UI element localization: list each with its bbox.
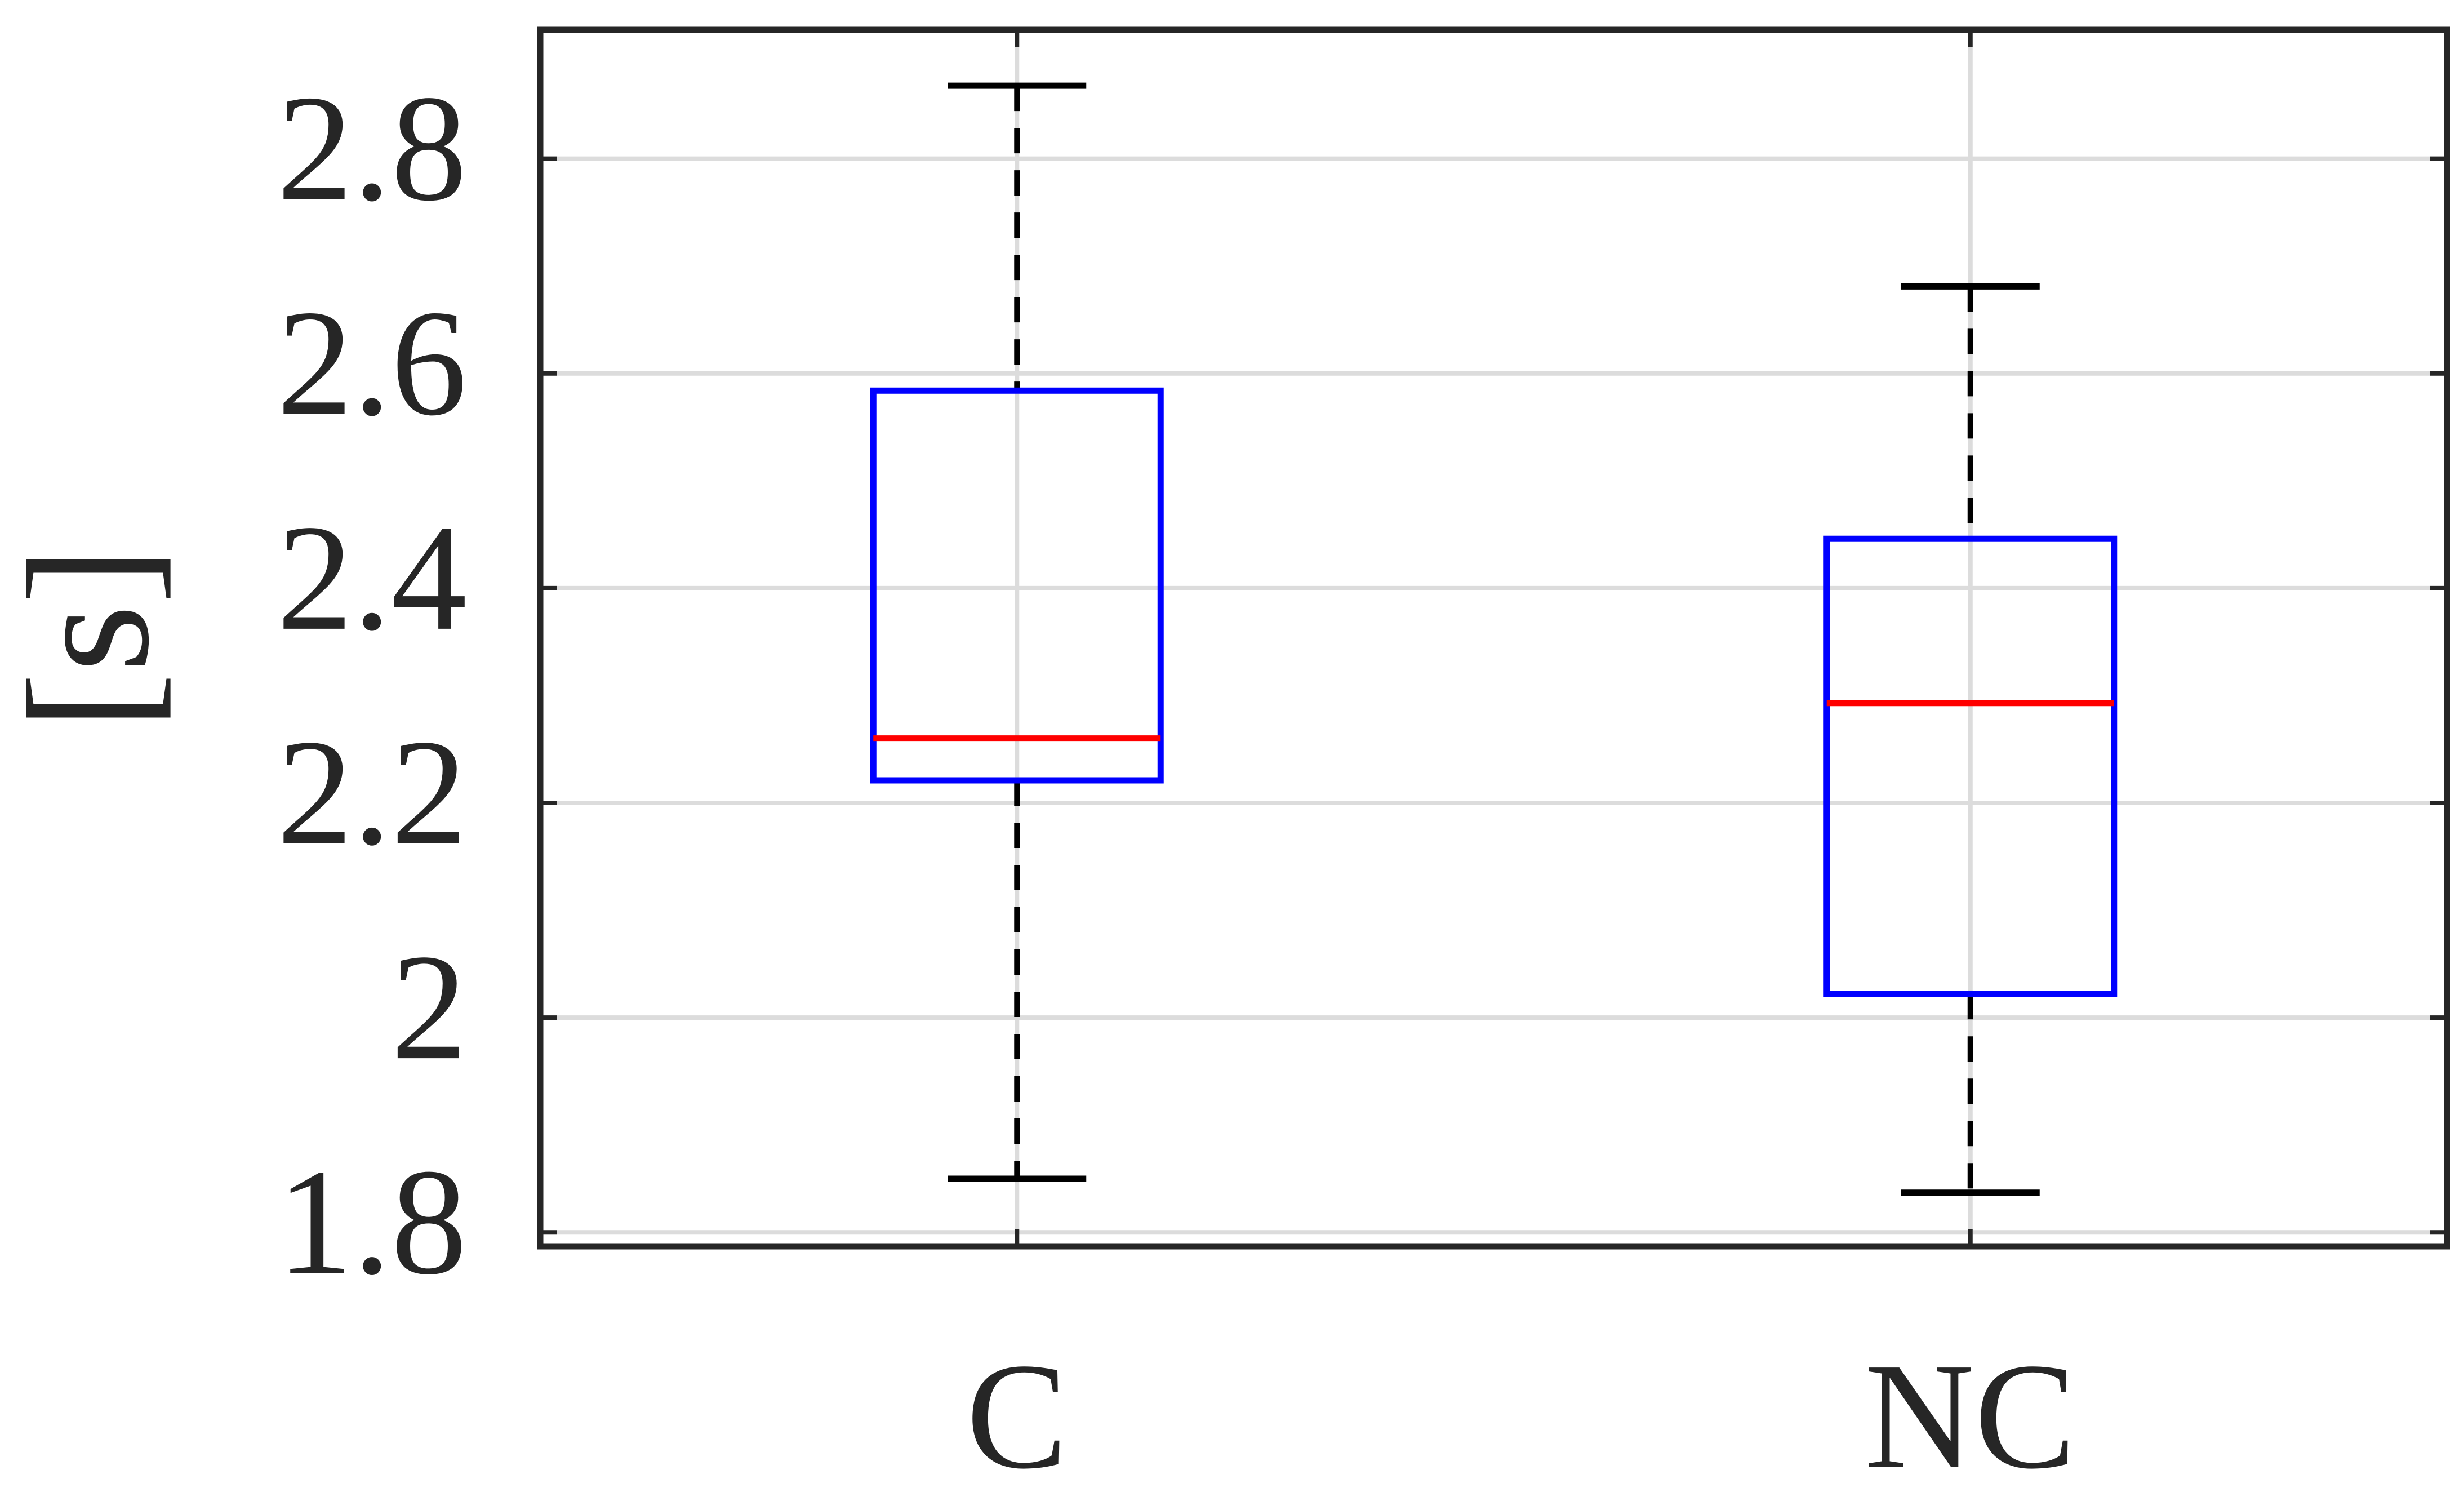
y-tick-label: 2.8	[277, 64, 468, 233]
x-tick-label: C	[966, 1332, 1068, 1500]
y-tick-label: 2.6	[277, 279, 468, 447]
y-tick-label: 2.4	[277, 494, 468, 662]
y-tick-label: 2.2	[277, 708, 468, 877]
box	[1823, 535, 2118, 997]
x-tick-label: NC	[1865, 1332, 2076, 1500]
box	[870, 387, 1164, 784]
y-tick-label: 1.8	[277, 1138, 468, 1306]
y-tick-label: 2	[391, 923, 467, 1091]
y-axis-label: [s]	[0, 546, 185, 730]
plot-frame	[537, 26, 2450, 1250]
